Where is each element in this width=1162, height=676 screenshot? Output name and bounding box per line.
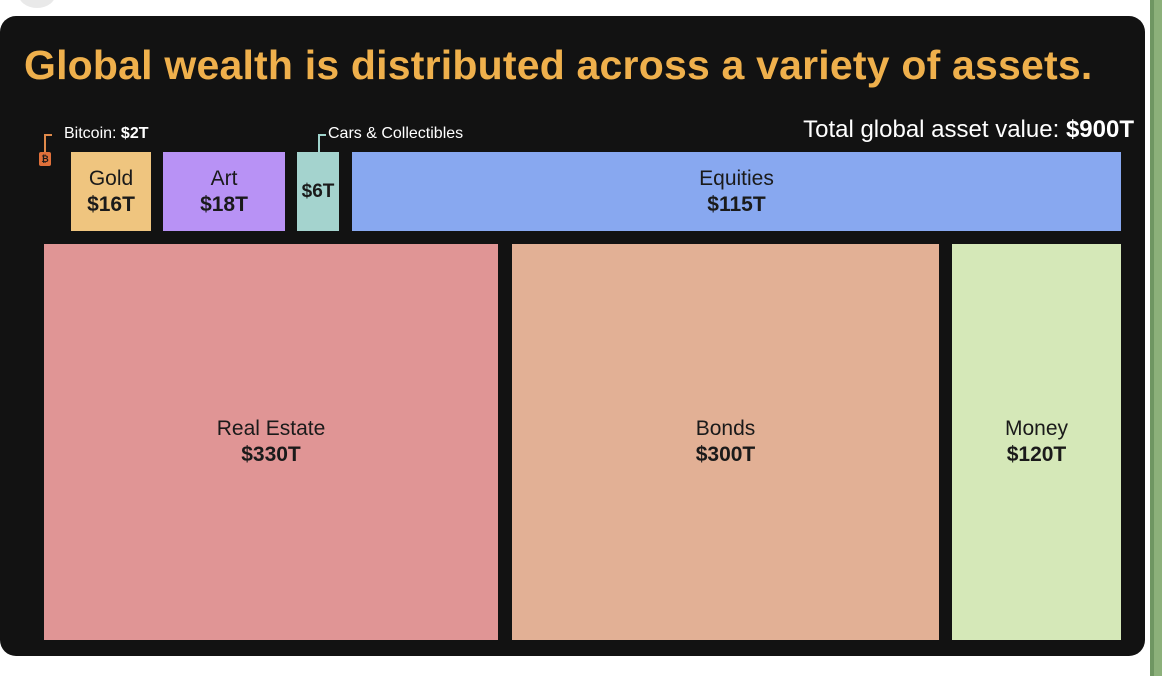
bitcoin-callout-label: Bitcoin: — [64, 125, 117, 142]
cars-callout-label: Cars & Collectibles — [328, 125, 464, 142]
tile-bonds: Bonds $300T — [512, 244, 939, 640]
tile-money: Money $120T — [952, 244, 1121, 640]
total-label: Total global asset value: — [803, 116, 1060, 143]
total-value-label: Total global asset value: $900T — [803, 116, 1134, 144]
tile-label: Art — [210, 166, 238, 190]
tile-value: $6T — [301, 180, 335, 202]
bitcoin-callout-value: $2T — [120, 125, 149, 142]
tile-value: $16T — [87, 192, 135, 216]
tile-label: Gold — [88, 166, 134, 190]
tile-value: $300T — [695, 443, 756, 466]
tile-label: Real Estate — [216, 417, 326, 440]
cars-bracket — [318, 134, 326, 153]
tile-value: $18T — [200, 192, 248, 216]
tile-gold: Gold $16T — [71, 152, 151, 231]
tile-equities: Equities $115T — [352, 152, 1121, 231]
bitcoin-icon: ₿ — [39, 152, 51, 166]
tile-art: Art $18T — [163, 152, 285, 231]
tile-label: Equities — [699, 166, 774, 190]
bitcoin-bracket — [44, 134, 52, 152]
tile-cars-collectibles: $6T — [297, 152, 339, 231]
side-strip — [1150, 0, 1162, 676]
tile-value: $120T — [1006, 443, 1067, 466]
tile-real-estate: Real Estate $330T — [44, 244, 498, 640]
avatar-corner — [18, 0, 56, 8]
bitcoin-callout: Bitcoin: $2T — [64, 125, 149, 143]
tile-value: $115T — [707, 192, 766, 216]
total-value: $900T — [1065, 116, 1134, 143]
tile-value: $330T — [241, 443, 301, 466]
cars-callout: Cars & Collectibles — [328, 125, 463, 143]
tile-label: Bonds — [695, 417, 756, 440]
chart-title: Global wealth is distributed across a va… — [24, 42, 1093, 88]
tile-label: Money — [1004, 417, 1069, 440]
